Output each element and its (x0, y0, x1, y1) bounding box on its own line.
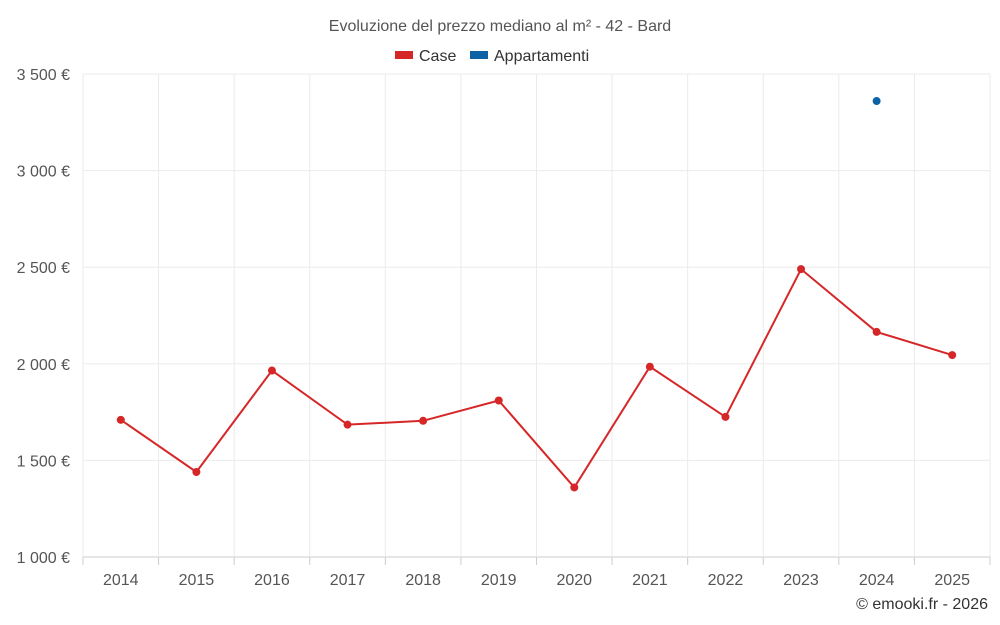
x-tick-label: 2024 (859, 572, 895, 589)
data-point-case-2025[interactable] (948, 351, 957, 360)
data-point-case-2023[interactable] (797, 265, 806, 274)
data-point-case-2021[interactable] (645, 362, 654, 371)
x-tick-label: 2015 (179, 572, 215, 589)
y-tick-label: 2 500 € (17, 260, 70, 277)
x-tick-label: 2018 (405, 572, 441, 589)
legend-swatch-case (395, 51, 413, 59)
series-line-case (120, 267, 953, 490)
legend-label-case: Case (419, 48, 456, 65)
x-tick-label: 2020 (556, 572, 592, 589)
x-tick-label: 2023 (783, 572, 819, 589)
y-tick-label: 2 000 € (17, 357, 70, 374)
data-point-case-2020[interactable] (570, 483, 579, 492)
legend-item-appartamenti[interactable]: Appartamenti (470, 48, 589, 65)
data-point-appartamenti-2024[interactable] (872, 97, 881, 106)
data-point-case-2014[interactable] (116, 415, 125, 424)
y-tick-label: 3 000 € (17, 164, 70, 181)
data-point-case-2016[interactable] (267, 366, 276, 375)
data-point-case-2018[interactable] (419, 416, 428, 425)
x-tick-label: 2014 (103, 572, 139, 589)
credit-text: © emooki.fr - 2026 (856, 596, 988, 613)
legend-swatch-appartamenti (470, 51, 488, 59)
x-tick-label: 2025 (934, 572, 970, 589)
data-point-case-2015[interactable] (192, 467, 201, 476)
x-tick-label: 2022 (708, 572, 744, 589)
legend-label-appartamenti: Appartamenti (494, 48, 589, 65)
y-tick-label: 3 500 € (17, 67, 70, 84)
x-tick-label: 2019 (481, 572, 517, 589)
x-axis-ticks: 2014 2015 2016 2017 2018 2019 2020 2021 2022 2023… (103, 572, 970, 589)
legend: Case Appartamenti (395, 48, 589, 65)
y-tick-label: 1 500 € (17, 453, 70, 470)
grid (82, 73, 991, 565)
x-tick-label: 2017 (330, 572, 366, 589)
legend-item-case[interactable]: Case (395, 48, 456, 65)
chart-title: Evoluzione del prezzo mediano al m² - 42… (329, 18, 671, 35)
data-point-case-2022[interactable] (721, 412, 730, 421)
y-tick-label: 1 000 € (17, 550, 70, 567)
data-point-case-2019[interactable] (494, 396, 503, 405)
series-layer (116, 97, 957, 492)
data-point-case-2017[interactable] (343, 420, 352, 429)
y-axis-ticks: 1 000 € 1 500 € 2 000 € 2 500 € 3 000 € 3 500… (17, 67, 70, 567)
data-point-case-2024[interactable] (872, 327, 881, 336)
x-tick-label: 2021 (632, 572, 668, 589)
x-tick-label: 2016 (254, 572, 290, 589)
